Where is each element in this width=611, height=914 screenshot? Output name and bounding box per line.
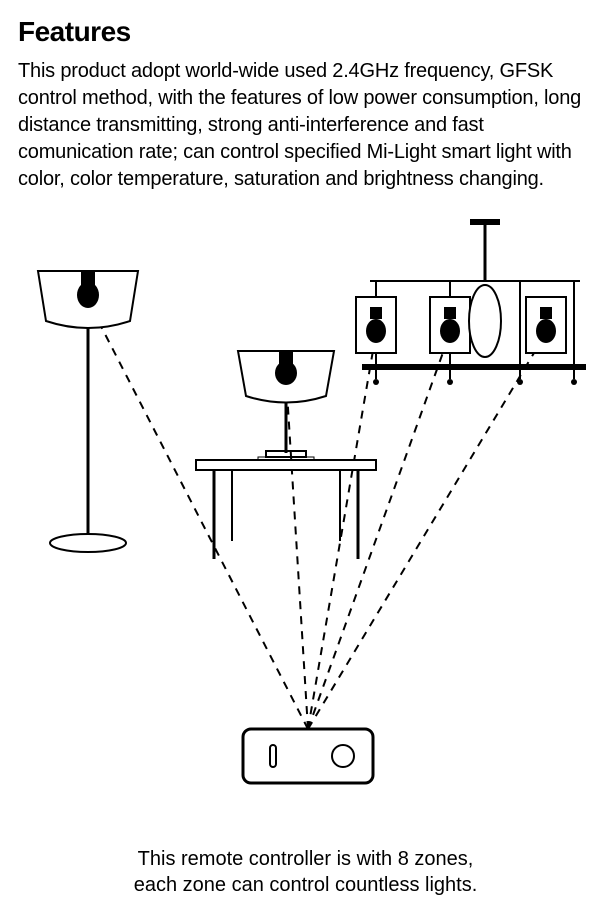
bulb-icon [536, 319, 556, 343]
floor-lamp-base [50, 534, 126, 552]
body-paragraph: This product adopt world-wide used 2.4GH… [18, 58, 593, 193]
bulb-cap-icon [444, 307, 456, 319]
chandelier-drop [373, 379, 379, 385]
bulb-icon [275, 361, 297, 385]
concept-diagram [18, 211, 593, 831]
signal-line [308, 333, 450, 729]
chandelier-drop [517, 379, 523, 385]
bulb-icon [366, 319, 386, 343]
caption: This remote controller is with 8 zones, … [18, 846, 593, 898]
table-top [196, 460, 376, 470]
caption-line-2: each zone can control countless lights. [134, 874, 478, 896]
signal-line [308, 333, 546, 729]
signal-line [286, 376, 308, 729]
chandelier-drop [571, 379, 577, 385]
chandelier-center [469, 285, 501, 357]
bulb-cap-icon [540, 307, 552, 319]
bulb-icon [77, 282, 99, 308]
chandelier-drop [447, 379, 453, 385]
bulb-icon [440, 319, 460, 343]
bulb-cap-icon [370, 307, 382, 319]
caption-line-1: This remote controller is with 8 zones, [138, 848, 474, 870]
ceiling-plate [470, 219, 500, 225]
page-title: Features [18, 16, 593, 48]
table-lamp-base [266, 451, 306, 457]
